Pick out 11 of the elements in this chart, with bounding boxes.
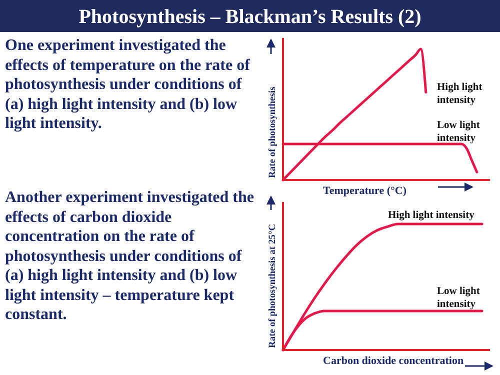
series-label: High light intensity (388, 210, 476, 221)
series-label: Low light intensity (437, 286, 480, 310)
text: One experiment investigated the effects of temperature on the rate of photosynthesis under conditions of (a) high light intensity and (b) low light intensity. (5, 36, 252, 134)
series-label: Low light intensity (437, 120, 480, 144)
series-label: High light intensity (437, 82, 483, 106)
text: Photosynthesis – Blackman’s Results (2) (78, 6, 422, 28)
y-axis-title: Rate of photosynthesis (268, 86, 278, 178)
x-axis-title: Temperature (°C) (323, 185, 407, 197)
y-axis-title: Rate of photosynthesis at 25°C (268, 224, 278, 348)
text: Another experiment investigated the effects of carbon dioxide concentration on the rate of photosynthesis under conditions of (a) high light intensity and (b) low light intensity – temperature kept constant. (5, 188, 255, 324)
x-axis-title: Carbon dioxide concentration (323, 355, 464, 367)
